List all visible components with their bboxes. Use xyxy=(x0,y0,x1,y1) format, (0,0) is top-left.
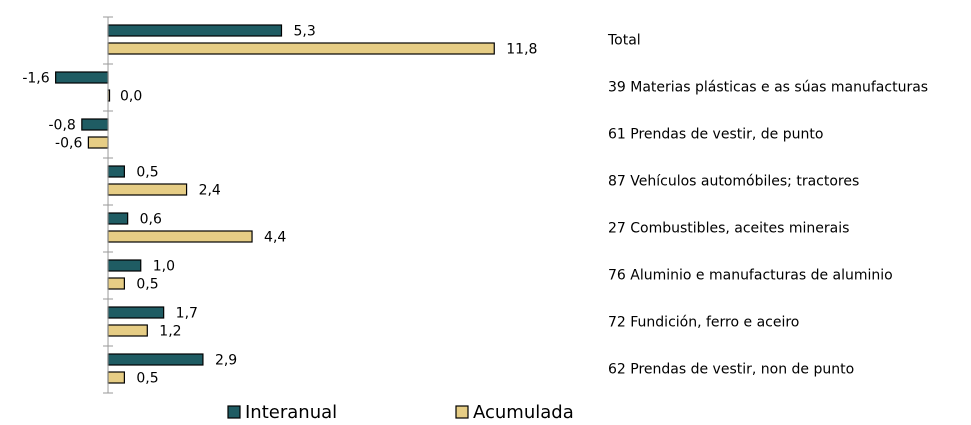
value-label: 5,3 xyxy=(293,24,315,40)
value-label: 1,7 xyxy=(176,306,198,322)
value-label: 0,5 xyxy=(136,277,158,293)
legend-swatch xyxy=(227,405,241,419)
bar xyxy=(107,353,204,366)
category-label: 87 Vehículos automóbiles; tractores xyxy=(608,174,859,190)
value-label: 0,5 xyxy=(136,371,158,387)
legend-swatch xyxy=(455,405,469,419)
value-label: 4,4 xyxy=(264,230,286,246)
value-label: -1,6 xyxy=(22,71,49,87)
bar xyxy=(107,277,125,290)
value-label: 11,8 xyxy=(506,42,537,58)
value-label: 2,4 xyxy=(199,183,221,199)
bar xyxy=(107,230,253,243)
value-label: -0,6 xyxy=(55,136,82,152)
legend-label: Interanual xyxy=(245,402,337,423)
category-label: 61 Prendas de vestir, de punto xyxy=(608,127,823,143)
bar xyxy=(87,136,109,149)
bar xyxy=(107,259,142,272)
bar xyxy=(107,183,188,196)
bar xyxy=(107,212,129,225)
value-label: -0,8 xyxy=(49,118,76,134)
category-label: 72 Fundición, ferro e aceiro xyxy=(608,315,799,331)
bar xyxy=(107,324,148,337)
value-label: 0,6 xyxy=(140,212,162,228)
value-label: 1,0 xyxy=(153,259,175,275)
value-label: 0,5 xyxy=(136,165,158,181)
value-label: 2,9 xyxy=(215,353,237,369)
category-label: 62 Prendas de vestir, non de punto xyxy=(608,362,854,378)
value-label: 0,0 xyxy=(120,89,142,105)
category-label: Total xyxy=(607,33,641,49)
value-label: 1,2 xyxy=(159,324,181,340)
category-label: 76 Aluminio e manufacturas de aluminio xyxy=(608,268,893,284)
bar xyxy=(55,71,109,84)
bar xyxy=(81,118,109,131)
bar xyxy=(107,24,283,37)
bar xyxy=(107,371,125,384)
bar xyxy=(107,165,125,178)
bar xyxy=(107,306,165,319)
category-label: 39 Materias plásticas e as súas manufact… xyxy=(608,80,928,96)
category-label: 27 Combustibles, aceites minerais xyxy=(608,221,849,237)
legend-label: Acumulada xyxy=(473,402,574,423)
bar xyxy=(107,42,495,55)
